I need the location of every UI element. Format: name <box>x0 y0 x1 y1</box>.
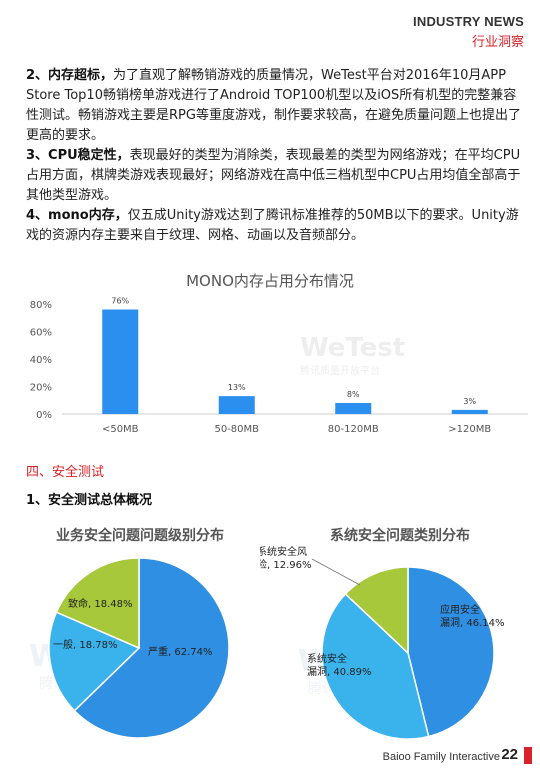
bar-value-label: 13% <box>228 383 246 392</box>
business-security-pie-chart: WeTest腾讯质量开放平台严重, 62.74%一般, 18.78%致命, 18… <box>29 557 230 739</box>
bar <box>451 409 488 414</box>
pie-slice-label: 漏洞, 46.14% <box>440 617 505 629</box>
x-tick-label: 80-120MB <box>328 424 379 435</box>
pie-slice <box>321 592 430 740</box>
y-tick-label: 40% <box>30 355 52 366</box>
footer-company: Baioo Family Interactive <box>382 751 500 763</box>
bar-chart-title: MONO内存占用分布情况 <box>186 272 354 290</box>
page-number: 22 <box>501 746 518 763</box>
pie-slice <box>48 611 141 712</box>
paragraph-mono-text: 仅五成Unity游戏达到了腾讯标准推荐的50MB以下的要求。Unity游戏的资源… <box>26 208 519 243</box>
pie-slice-label: 系统安全风 <box>260 545 307 558</box>
bar-value-label: 8% <box>347 390 360 399</box>
pie-slice-label: 致命, 18.48% <box>68 597 133 610</box>
header-title-cn: 行业洞察 <box>471 35 524 50</box>
watermark-brand: WeTest <box>300 333 405 363</box>
bar <box>335 403 372 414</box>
watermark-sub: 腾讯质量开放平台 <box>300 364 380 377</box>
x-tick-label: <50MB <box>102 424 139 435</box>
body-text: 2、内存超标，为了直观了解畅销游戏的质量情况，WeTest平台对2016年10月… <box>26 66 522 246</box>
paragraph-cpu-heading: 3、CPU稳定性， <box>26 148 130 163</box>
pie-slice-label: 一般, 18.78% <box>53 638 118 651</box>
y-tick-label: 0% <box>36 410 52 421</box>
pie-chart-1-title: 业务安全问题问题级别分布 <box>56 528 224 544</box>
pie-slice-label: 险, 12.96% <box>260 558 312 571</box>
pie-slice <box>55 557 140 650</box>
pie-slice-label: 系统安全 <box>307 652 347 665</box>
paragraph-cpu: 3、CPU稳定性，表现最好的类型为消除类，表现最差的类型为网络游戏；在平均CPU… <box>26 146 522 206</box>
section-heading: 四、安全测试 <box>26 465 105 480</box>
bar-value-label: 76% <box>111 297 129 306</box>
paragraph-cpu-text: 表现最好的类型为消除类，表现最差的类型为网络游戏；在平均CPU占用方面，棋牌类游… <box>26 148 521 203</box>
subsection-heading: 1、安全测试总体概况 <box>26 493 153 508</box>
paragraph-memory-heading: 2、内存超标， <box>26 68 114 83</box>
pie-slice <box>344 566 409 655</box>
pie-slice-label: 严重, 62.74% <box>148 645 213 658</box>
bar-value-label: 3% <box>463 397 476 406</box>
bar <box>102 309 139 414</box>
pie-slice-label: 应用安全 <box>440 603 480 616</box>
paragraph-mono: 4、mono内存，仅五成Unity游戏达到了腾讯标准推荐的50MB以下的要求。U… <box>26 206 522 246</box>
y-tick-label: 20% <box>30 383 52 394</box>
bar <box>218 396 255 414</box>
x-tick-label: >120MB <box>448 424 491 435</box>
header-title-en: INDUSTRY NEWS <box>413 14 524 29</box>
pie-slice-label: 漏洞, 40.89% <box>307 666 372 678</box>
y-tick-label: 80% <box>30 300 52 311</box>
paragraph-memory: 2、内存超标，为了直观了解畅销游戏的质量情况，WeTest平台对2016年10月… <box>26 66 522 146</box>
pie-leader-line <box>311 558 361 586</box>
pie-chart-2-title: 系统安全问题类别分布 <box>330 528 470 544</box>
y-tick-label: 60% <box>30 328 52 339</box>
footer-accent-bar <box>524 747 532 764</box>
paragraph-memory-text: 为了直观了解畅销游戏的质量情况，WeTest平台对2016年10月APP Sto… <box>26 68 521 143</box>
pie-slice <box>73 557 230 739</box>
paragraph-mono-heading: 4、mono内存， <box>26 208 128 223</box>
pie-slice <box>407 566 495 738</box>
x-tick-label: 50-80MB <box>214 424 259 435</box>
